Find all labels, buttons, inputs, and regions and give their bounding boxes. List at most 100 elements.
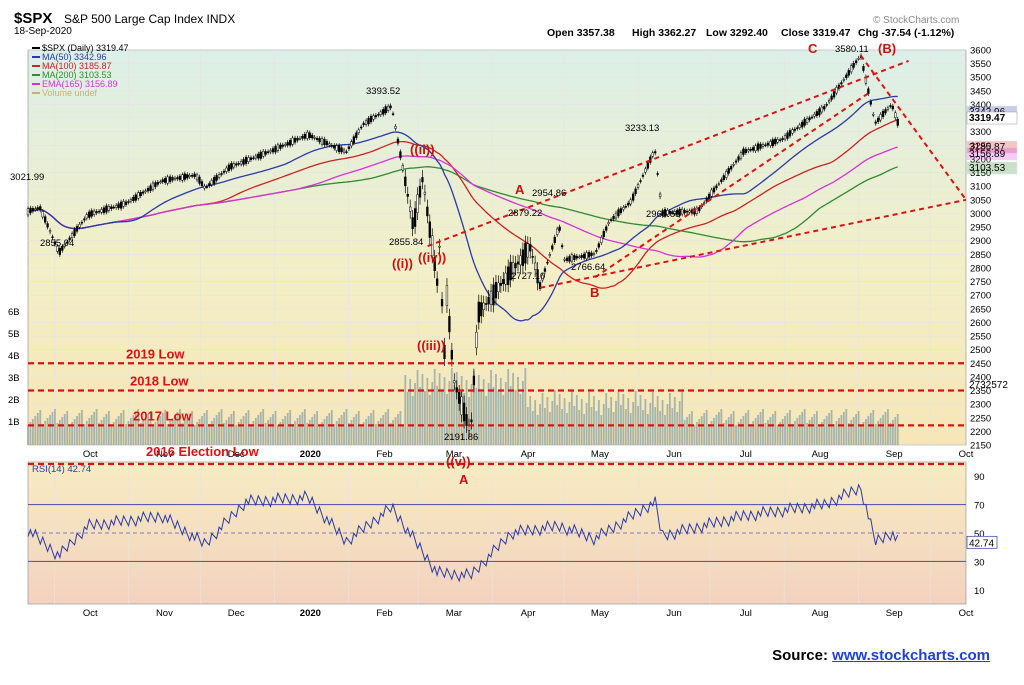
volume-bar (186, 417, 189, 445)
price-candle-body (563, 259, 566, 261)
rsi-x-tick-label: Dec (228, 608, 245, 619)
volume-bar (580, 399, 583, 445)
price-candle-body (372, 115, 375, 120)
volume-bar (784, 416, 786, 445)
volume-bar (103, 417, 105, 445)
volume-bar (85, 421, 88, 445)
volume-bar (401, 425, 404, 445)
price-candle-body (725, 171, 728, 178)
volume-bar (842, 412, 845, 445)
volume-bar (355, 414, 358, 445)
price-candle-body (634, 188, 637, 195)
volume-bar (825, 416, 828, 445)
volume-bar (316, 411, 318, 445)
volume-bar (769, 417, 772, 445)
price-candle-body (369, 116, 373, 123)
volume-bar (612, 412, 615, 445)
volume-bar (230, 414, 233, 445)
price-candle-body (450, 349, 454, 360)
volume-bar (203, 413, 206, 445)
volume-bar (686, 417, 688, 445)
volume-bar (482, 379, 485, 445)
y-tick-label: 3400 (970, 100, 991, 111)
price-candle-body (617, 209, 620, 217)
volume-bar (757, 415, 759, 445)
price-candle-body (511, 262, 515, 275)
price-candle-body (730, 166, 733, 170)
price-candle-body (325, 141, 329, 146)
price-candle-body (590, 252, 593, 256)
price-candle-body (781, 138, 784, 141)
volume-value-label: 2732572 (969, 380, 1008, 391)
x-tick-label: Oct (83, 449, 98, 460)
volume-bar (237, 422, 240, 445)
price-candle-body (63, 243, 66, 247)
volume-bar (210, 421, 213, 445)
price-candle-body (798, 124, 801, 128)
change-value: Chg -37.54 (-1.12%) (858, 27, 954, 39)
volume-bar (499, 378, 502, 445)
price-candle-body (632, 193, 635, 201)
wave-label: ((ii)) (410, 142, 435, 157)
rsi-x-tick-label: Nov (156, 608, 173, 619)
volume-bar (735, 425, 737, 445)
source-prefix: Source: (772, 647, 833, 664)
volume-bar (553, 390, 556, 445)
rsi-line (27, 483, 899, 583)
support-line-label: 2016 Election Low (146, 444, 260, 459)
volume-bar (517, 377, 519, 445)
price-candle-body (624, 206, 627, 208)
volume-bar (161, 413, 164, 445)
volume-bar (639, 395, 642, 445)
volume-bar (208, 424, 211, 445)
price-candle-body (487, 297, 490, 305)
source-link[interactable]: www.stockcharts.com (832, 647, 990, 664)
volume-bar (68, 425, 71, 445)
volume-bar (338, 418, 341, 445)
price-candle-body (166, 176, 169, 184)
price-candle-body (198, 176, 201, 184)
volume-bar (492, 387, 495, 445)
price-candle-body (658, 193, 662, 198)
volume-bar (56, 423, 59, 445)
price-candle-body (578, 256, 581, 259)
price-candle-body (293, 137, 297, 143)
volume-bar (737, 422, 740, 445)
volume-bar (448, 381, 451, 445)
volume-bar (708, 424, 710, 445)
volume-bar (806, 423, 808, 445)
volume-bar (191, 411, 194, 445)
volume-bar (683, 420, 686, 445)
volume-bar (857, 411, 860, 445)
rsi-x-tick-label: Apr (521, 608, 536, 619)
volume-bar (44, 421, 47, 445)
volume-bar (742, 416, 745, 445)
volume-bar (39, 410, 42, 445)
price-candle-body (107, 205, 110, 211)
volume-bar (789, 410, 791, 445)
price-candle-body (56, 246, 59, 252)
volume-bar (566, 413, 568, 445)
rsi-x-tick-label: Sep (886, 608, 903, 619)
price-candle-body (274, 146, 277, 153)
volume-bar (294, 421, 296, 445)
volume-bar (495, 374, 497, 445)
legend-entry: EMA(165) 3156.89 (42, 79, 118, 89)
price-candle-body (891, 105, 895, 110)
price-candle-body (237, 163, 240, 165)
price-candle-body (48, 230, 52, 233)
volume-bar (362, 422, 365, 445)
price-candle-body (808, 117, 811, 121)
price-candle-body (374, 115, 378, 118)
volume-bar (649, 403, 652, 445)
price-candle-body (90, 210, 93, 217)
volume-bar (326, 416, 328, 445)
price-candle-body (639, 180, 642, 182)
price-candle-body (715, 185, 718, 189)
volume-bar (718, 412, 720, 445)
volume-bar (254, 418, 257, 445)
volume-bar (759, 412, 762, 445)
price-candle-body (641, 174, 645, 177)
price-candle-body (345, 151, 348, 153)
